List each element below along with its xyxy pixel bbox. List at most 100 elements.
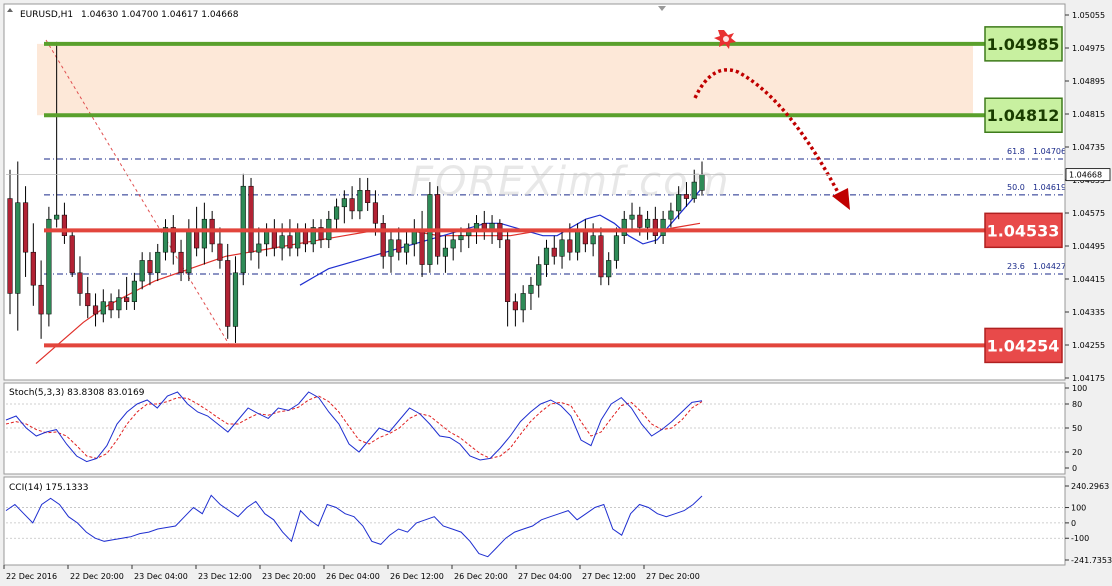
- price-tick-label: 1.04735: [1072, 143, 1105, 152]
- support-mid-label-box: [984, 212, 1063, 249]
- time-tick-label: 26 Dec 12:00: [390, 572, 444, 581]
- candle: [505, 231, 511, 327]
- candle: [124, 276, 130, 310]
- bull-candle-body: [54, 214, 60, 220]
- stoch-axis: 100 80 50 20 0: [1065, 384, 1087, 473]
- candle: [287, 219, 293, 257]
- time-tick-label: 27 Dec 12:00: [582, 572, 636, 581]
- candle: [46, 206, 52, 327]
- bull-candle-body: [699, 174, 705, 191]
- fib-level-label: 50.0: [1007, 183, 1025, 192]
- bear-candle-body: [217, 243, 223, 261]
- bear-candle-body: [38, 284, 44, 315]
- bull-candle-body: [116, 297, 122, 311]
- bull-candle-body: [520, 293, 526, 311]
- bull-candle-body: [442, 247, 448, 257]
- candle: [77, 256, 83, 306]
- bull-candle-body: [15, 202, 21, 294]
- candle: [108, 293, 114, 319]
- resistance-top-label: 1.04985: [987, 35, 1060, 54]
- bear-candle-body: [178, 251, 184, 274]
- bull-candle-body: [46, 218, 52, 315]
- candle: [621, 210, 627, 244]
- candle: [365, 177, 371, 211]
- stoch-tick-label: 100: [1072, 384, 1087, 393]
- stoch-tick-label: 0: [1072, 464, 1077, 473]
- candle: [131, 272, 137, 310]
- bull-candle-body: [279, 235, 285, 249]
- candle: [139, 252, 145, 290]
- candle: [178, 239, 184, 282]
- candle: [528, 276, 534, 310]
- stoch-signal-line: [5, 395, 703, 459]
- candle: [644, 210, 651, 240]
- resistance-top-label-box: [984, 26, 1063, 62]
- bear-candle-body: [302, 231, 309, 245]
- bear-candle-body: [69, 235, 75, 274]
- bull-candle-body: [201, 218, 207, 249]
- cci-tick-label: 0: [1071, 519, 1076, 528]
- candle: [435, 186, 441, 265]
- candle: [598, 227, 604, 286]
- candle: [442, 235, 448, 273]
- burst-center: [723, 36, 729, 42]
- resistance-low-label-box: [984, 97, 1063, 133]
- time-tick-label: 23 Dec 12:00: [198, 572, 252, 581]
- candle: [450, 231, 456, 261]
- candle: [38, 260, 44, 339]
- candle: [349, 186, 355, 220]
- forecast-arrow-path: [693, 68, 844, 201]
- bull-candle-body: [458, 235, 464, 241]
- bull-candle-body: [403, 243, 410, 253]
- cci-title: CCI(14) 175.1333: [9, 483, 89, 493]
- candle: [676, 186, 682, 220]
- stoch-tick-label: 20: [1072, 448, 1082, 457]
- bear-candle-body: [77, 272, 83, 294]
- candle: [536, 256, 542, 298]
- candle: [427, 182, 433, 273]
- price-tick-label: 1.05055: [1072, 11, 1105, 20]
- bull-candle-body: [333, 206, 340, 220]
- price-tick-label: 1.04815: [1072, 110, 1105, 119]
- bear-candle-body: [637, 214, 643, 228]
- bear-candle-body: [170, 227, 176, 253]
- bull-candle-body: [139, 260, 145, 282]
- bear-candle-body: [287, 235, 293, 249]
- stochastic-panel: Stoch(5,3,3) 83.8308 83.0169: [3, 382, 1066, 475]
- bear-candle-body: [380, 223, 386, 257]
- candle: [100, 289, 106, 323]
- stoch-tick-label: 80: [1072, 400, 1082, 409]
- bear-candle-body: [582, 231, 588, 245]
- cci-tick-label: -100: [1071, 534, 1089, 543]
- candle: [22, 186, 29, 277]
- bull-candle-body: [613, 235, 620, 261]
- bull-candle-body: [660, 218, 666, 236]
- cci-tick-label: -241.7353: [1071, 556, 1112, 565]
- support-low-label-box: [984, 327, 1063, 364]
- candle: [162, 219, 169, 261]
- bear-candle-body: [598, 235, 604, 278]
- bull-candle-body: [606, 260, 612, 278]
- bear-candle-body: [551, 247, 557, 257]
- fib-price-label: 1.04619: [1033, 183, 1066, 192]
- candle: [652, 206, 658, 244]
- support-mid-label: 1.04533: [987, 221, 1060, 240]
- candle: [512, 293, 518, 327]
- candle: [116, 289, 122, 319]
- header-menu-icon[interactable]: [658, 6, 666, 11]
- bear-candle-body: [683, 194, 690, 199]
- bull-candle-body: [450, 239, 456, 249]
- candle: [61, 202, 68, 244]
- candle: [310, 219, 316, 253]
- time-tick-label: 23 Dec 04:00: [134, 572, 188, 581]
- fib-price-label: 1.04427: [1033, 262, 1066, 271]
- candle: [147, 252, 153, 286]
- candle: [520, 285, 526, 323]
- fib-price-label: 1.04706: [1033, 147, 1066, 156]
- bear-candle-body: [225, 260, 231, 327]
- cci-tick-label: 100: [1071, 504, 1086, 513]
- cci-tick-label: 240.2963: [1071, 482, 1109, 491]
- header-collapse-icon[interactable]: [7, 8, 13, 12]
- price-tick-label: 1.04895: [1072, 77, 1105, 86]
- bear-candle-body: [92, 305, 99, 315]
